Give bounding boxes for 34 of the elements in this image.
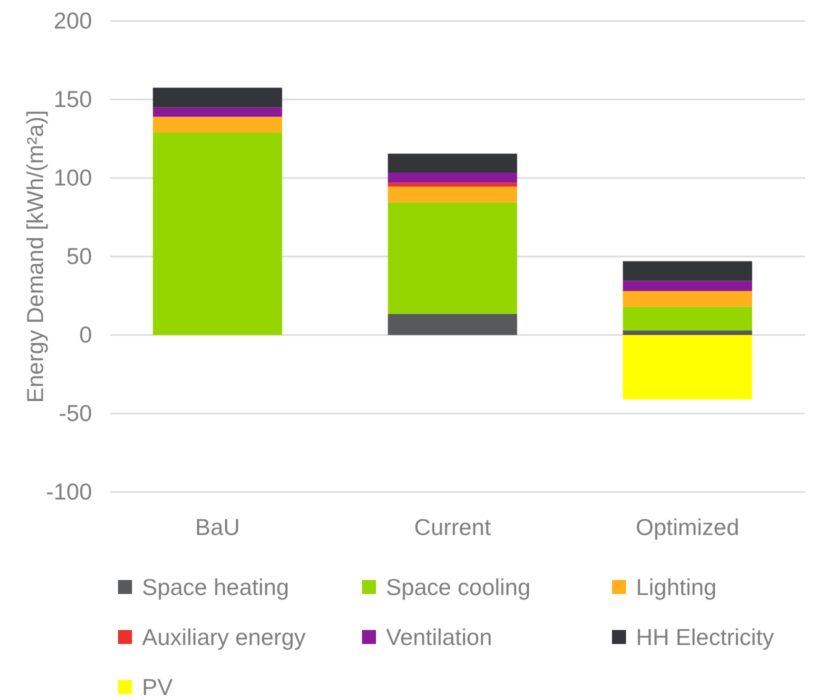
bar (152, 107, 282, 117)
x-tick-label: BaU (195, 514, 240, 540)
y-tick-label: 150 (54, 86, 92, 112)
legend-label: Lighting (636, 574, 717, 600)
bar (152, 88, 282, 108)
y-tick-label: 0 (79, 321, 92, 348)
bar (388, 186, 518, 202)
y-tick-label: 50 (66, 242, 92, 269)
bar (388, 172, 518, 183)
y-tick-label: 200 (54, 7, 92, 34)
bar (622, 306, 752, 330)
bar (622, 261, 752, 281)
legend-label: PV (142, 674, 174, 700)
legend-label: Auxiliary energy (142, 624, 306, 650)
x-tick-label: Optimized (636, 514, 740, 540)
y-tick-label: -50 (58, 400, 92, 426)
x-tick-label: Current (414, 514, 492, 540)
bar (152, 132, 282, 335)
bar (622, 335, 752, 400)
bar (388, 182, 518, 187)
legend-label: HH Electricity (636, 624, 775, 650)
y-tick-label: 100 (54, 164, 92, 190)
bar (388, 314, 518, 335)
bar (622, 291, 752, 307)
legend-label: Space cooling (386, 574, 530, 600)
bar (388, 154, 518, 173)
bar (152, 116, 282, 132)
bar (622, 280, 752, 292)
legend-label: Space heating (142, 574, 290, 600)
bar (622, 330, 752, 335)
bar (388, 202, 518, 314)
legend-label: Ventilation (386, 624, 492, 650)
y-axis-title: Energy Demand [kWh/(m²a)] (22, 110, 48, 403)
y-tick-label: -100 (46, 478, 92, 504)
